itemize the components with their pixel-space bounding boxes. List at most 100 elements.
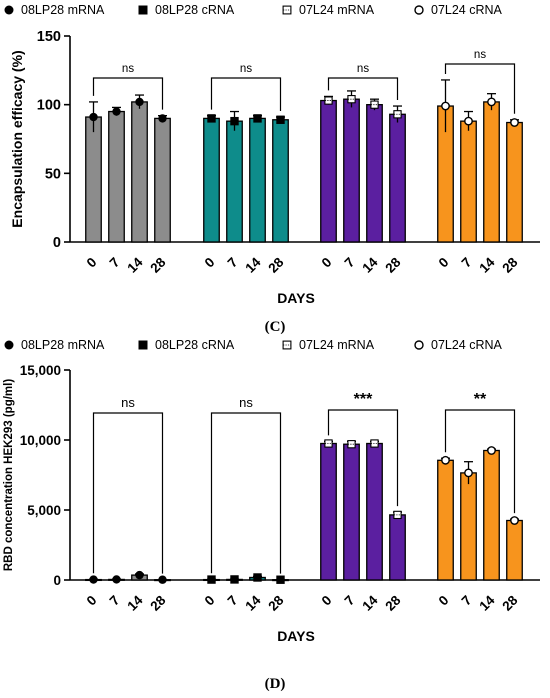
panel-label-c: (C) [265, 319, 286, 335]
group-d-2: 0 7 14 28 ns [202, 395, 289, 614]
bar-c-2-3 [249, 117, 266, 243]
x-tick-label-d-1-1: 0 [84, 593, 100, 609]
point-d-1-4 [158, 575, 167, 584]
bar-c-2-2 [226, 120, 243, 243]
sig-label-c-4: ns [474, 49, 486, 61]
sig-bracket-c-3 [327, 77, 399, 101]
sig-label-c-1: ns [122, 63, 134, 75]
legend-c: 08LP28 mRNA 08LP28 cRNA 07L24 mRNA 07L24 cR… [4, 3, 503, 17]
x-tick-label-c-2-1: 0 [202, 255, 218, 271]
sig-bracket-d-3 [327, 409, 399, 507]
y-tick-label-d-2: 10,000 [20, 433, 61, 448]
panel-d: 08LP28 mRNA 08LP28 cRNA 07L24 mRNA 07L24 cR… [3, 338, 540, 692]
y-tick-label-d-3: 15,000 [20, 363, 61, 378]
bar-c-3-4 [389, 113, 406, 243]
x-tick-label-d-3-1: 0 [319, 593, 335, 609]
point-d-4-3 [487, 446, 496, 455]
sig-bracket-c-2 [210, 77, 282, 112]
point-d-3-4 [393, 510, 402, 520]
x-tick-label-d-2-3: 14 [242, 592, 264, 614]
x-tick-label-d-1-2: 7 [107, 593, 123, 609]
legend-label-d-3: 07L24 mRNA [299, 338, 375, 352]
y-axis-c: 0 50 100 150 Encapsulation efficacy (%) [9, 29, 71, 251]
legend-marker-c-4 [414, 5, 424, 15]
x-tick-label-d-4-1: 0 [436, 593, 452, 609]
y-tick-label-d-1: 5,000 [27, 503, 61, 518]
y-tick-label-c-1: 50 [45, 166, 61, 182]
point-d-2-4 [276, 575, 285, 584]
x-tick-label-c-3-2: 7 [342, 255, 358, 271]
point-c-2-1 [207, 114, 216, 123]
bar-d-4-2 [460, 472, 477, 581]
y-axis-title-d: RBD concentration HEK293 (pg/ml) [3, 379, 15, 571]
y-tick-label-c-0: 0 [53, 235, 61, 251]
x-axis-title-d: DAYS [277, 628, 315, 644]
point-d-3-3 [370, 439, 379, 448]
point-d-4-2 [464, 468, 473, 478]
y-tick-label-c-2: 100 [37, 98, 61, 114]
point-c-3-4 [393, 110, 402, 119]
point-d-3-2 [347, 440, 356, 449]
y-axis-d: 0 5,000 10,000 15,000 RBD concentration HEK2… [3, 363, 71, 588]
sig-label-d-3: *** [354, 391, 373, 408]
point-d-1-2 [112, 575, 121, 584]
x-tick-label-d-1-4: 28 [147, 592, 169, 614]
panel-label-d: (D) [265, 676, 286, 692]
point-c-2-2 [230, 116, 239, 126]
point-d-2-3 [253, 573, 262, 582]
bar-d-3-2 [343, 443, 360, 581]
legend-label-d-1: 08LP28 mRNA [21, 338, 105, 352]
sig-bracket-c-4 [444, 63, 516, 114]
x-tick-label-c-1-1: 0 [84, 255, 100, 271]
bar-c-3-3 [366, 104, 383, 243]
x-tick-label-c-2-2: 7 [225, 255, 241, 271]
legend-label-d-2: 08LP28 cRNA [155, 338, 235, 352]
bar-d-3-4 [389, 514, 406, 581]
x-tick-label-c-4-2: 7 [459, 255, 475, 271]
x-tick-label-c-3-3: 14 [359, 254, 381, 276]
legend-marker-c-3 [282, 5, 292, 15]
point-c-4-1 [441, 101, 450, 111]
sig-label-d-4: ** [474, 391, 487, 408]
bar-c-1-1 [85, 116, 102, 243]
legend-d: 08LP28 mRNA 08LP28 cRNA 07L24 mRNA 07L24 cR… [4, 338, 503, 352]
legend-label-c-1: 08LP28 mRNA [21, 3, 105, 17]
x-tick-label-d-3-4: 28 [382, 592, 404, 614]
legend-marker-c-2 [138, 5, 148, 15]
x-tick-label-c-3-1: 0 [319, 255, 335, 271]
group-c-3: 0 7 14 28 ns [319, 63, 406, 276]
x-tick-label-c-4-4: 28 [499, 254, 521, 276]
sig-label-d-2: ns [239, 395, 253, 410]
legend-label-c-2: 08LP28 cRNA [155, 3, 235, 17]
x-tick-label-c-1-3: 14 [124, 254, 146, 276]
x-tick-label-d-2-1: 0 [202, 593, 218, 609]
bar-c-1-4 [154, 117, 171, 243]
point-c-1-4 [158, 114, 167, 123]
point-c-3-3 [370, 100, 379, 109]
x-tick-label-d-4-3: 14 [476, 592, 498, 614]
x-tick-label-c-2-3: 14 [242, 254, 264, 276]
point-c-1-3 [135, 97, 144, 107]
sig-label-c-3: ns [357, 63, 369, 75]
point-d-4-1 [441, 455, 450, 465]
group-c-2: 0 7 14 28 ns [202, 63, 289, 276]
bar-d-3-1 [320, 442, 337, 581]
sig-label-c-2: ns [240, 63, 252, 75]
legend-label-c-3: 07L24 mRNA [299, 3, 375, 17]
x-tick-label-d-2-2: 7 [225, 593, 241, 609]
legend-label-d-4: 07L24 cRNA [431, 338, 503, 352]
group-c-1: 0 7 14 28 ns [84, 63, 171, 276]
point-c-2-3 [253, 114, 262, 123]
y-axis-title-c: Encapsulation efficacy (%) [9, 50, 25, 227]
sig-bracket-d-1 [92, 412, 164, 574]
bar-d-3-3 [366, 442, 383, 581]
bar-d-4-3 [483, 449, 500, 581]
point-d-1-1 [89, 575, 98, 584]
bar-d-4-1 [437, 459, 454, 581]
x-tick-label-c-4-3: 14 [476, 254, 498, 276]
bar-c-1-3 [131, 101, 148, 243]
legend-marker-c-1 [4, 5, 14, 15]
bar-c-2-1 [203, 117, 220, 243]
sig-bracket-c-1 [92, 77, 164, 110]
point-c-4-4 [510, 118, 519, 127]
